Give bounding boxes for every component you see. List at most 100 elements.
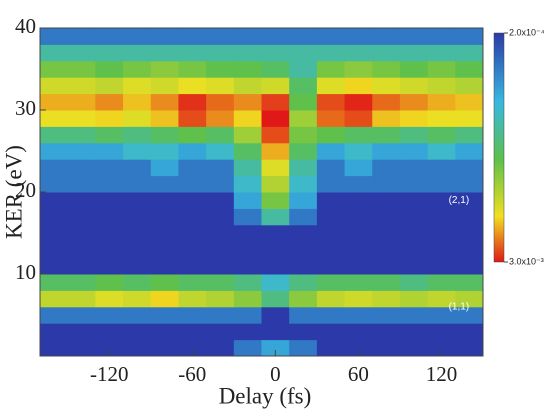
heatmap-cell: [316, 192, 346, 209]
heatmap-cell: [206, 208, 235, 226]
x-tick-label: -120: [90, 362, 129, 386]
heatmap-cell: [427, 28, 456, 45]
heatmap-cell: [344, 339, 373, 357]
heatmap-cell: [427, 274, 456, 291]
heatmap-cell: [178, 159, 207, 177]
heatmap-cell: [95, 175, 124, 193]
heatmap-cell: [206, 44, 235, 62]
heatmap-cell: [261, 60, 290, 78]
heatmap-cell: [289, 159, 318, 177]
heatmap-cell: [150, 306, 179, 324]
annotation: (2,1): [449, 195, 470, 206]
heatmap-cell: [344, 192, 373, 209]
heatmap-cell: [455, 175, 484, 193]
heatmap-cell: [455, 60, 484, 78]
heatmap-cell: [40, 60, 96, 78]
heatmap-cell: [344, 159, 373, 177]
heatmap-cell: [178, 142, 207, 160]
heatmap-cell: [455, 241, 484, 259]
heatmap-cell: [40, 126, 96, 144]
heatmap-cell: [206, 257, 235, 275]
heatmap-cell: [123, 290, 152, 308]
heatmap-cell: [233, 306, 262, 324]
heatmap-cell: [289, 142, 318, 160]
heatmap-cell: [95, 241, 124, 259]
heatmap-cell: [95, 306, 124, 324]
heatmap-cell: [316, 208, 346, 226]
heatmap-cell: [455, 224, 484, 242]
heatmap-cell: [233, 339, 262, 357]
heatmap-cell: [233, 110, 262, 127]
heatmap-cell: [261, 93, 290, 111]
heatmap-cell: [344, 44, 373, 62]
heatmap-cell: [233, 323, 262, 341]
heatmap-cell: [427, 93, 456, 111]
heatmap-cell: [95, 257, 124, 275]
heatmap-cell: [206, 274, 235, 291]
heatmap-cell: [261, 306, 290, 324]
heatmap-cell: [178, 290, 207, 308]
heatmap-cell: [233, 208, 262, 226]
heatmap-cell: [178, 93, 207, 111]
heatmap-cell: [399, 224, 429, 242]
heatmap-cell: [233, 175, 262, 193]
heatmap-cell: [40, 208, 96, 226]
heatmap-cell: [344, 208, 373, 226]
heatmap-cell: [289, 274, 318, 291]
heatmap-cell: [206, 110, 235, 127]
heatmap-cell: [40, 224, 96, 242]
heatmap-cell: [261, 44, 290, 62]
heatmap-cell: [344, 257, 373, 275]
heatmap-cell: [233, 257, 262, 275]
heatmap-cell: [150, 44, 179, 62]
heatmap-cell: [40, 306, 96, 324]
heatmap-cell: [455, 339, 484, 357]
heatmap-cell: [455, 159, 484, 177]
heatmap-cell: [261, 323, 290, 341]
heatmap-cell: [455, 290, 484, 308]
heatmap-cell: [261, 28, 290, 45]
heatmap-cell: [123, 142, 152, 160]
heatmap-cell: [206, 290, 235, 308]
heatmap-cell: [427, 257, 456, 275]
heatmap-cell: [150, 60, 179, 78]
heatmap-cell: [455, 192, 484, 209]
heatmap-cell: [261, 142, 290, 160]
heatmap-cell: [206, 175, 235, 193]
heatmap-cell: [289, 44, 318, 62]
heatmap-cell: [261, 208, 290, 226]
heatmap-cell: [178, 175, 207, 193]
x-tick-label: 120: [426, 362, 458, 386]
heatmap-cell: [316, 142, 346, 160]
heatmap-cell: [150, 208, 179, 226]
heatmap-cell: [455, 77, 484, 95]
heatmap-cell: [289, 339, 318, 357]
heatmap-cell: [40, 257, 96, 275]
heatmap-cell: [150, 110, 179, 127]
heatmap-cell: [344, 274, 373, 291]
heatmap-cell: [344, 93, 373, 111]
heatmap-cell: [289, 241, 318, 259]
heatmap-cell: [427, 77, 456, 95]
heatmap-cell: [455, 44, 484, 62]
heatmap-cell: [316, 44, 346, 62]
heatmap-cell: [316, 93, 346, 111]
heatmap-cell: [40, 323, 96, 341]
heatmap-cell: [95, 93, 124, 111]
heatmap-cell: [95, 339, 124, 357]
heatmap-cell: [261, 159, 290, 177]
heatmap-cell: [399, 192, 429, 209]
heatmap-cell: [261, 175, 290, 193]
heatmap-cell: [178, 224, 207, 242]
heatmap-cell: [372, 208, 401, 226]
heatmap-cell: [123, 175, 152, 193]
heatmap-cell: [344, 290, 373, 308]
heatmap-cell: [344, 77, 373, 95]
heatmap-cell: [123, 274, 152, 291]
annotation: (1,1): [449, 301, 470, 312]
heatmap-cell: [316, 323, 346, 341]
heatmap-cell: [427, 142, 456, 160]
heatmap-cell: [40, 77, 96, 95]
heatmap-cell: [399, 142, 429, 160]
